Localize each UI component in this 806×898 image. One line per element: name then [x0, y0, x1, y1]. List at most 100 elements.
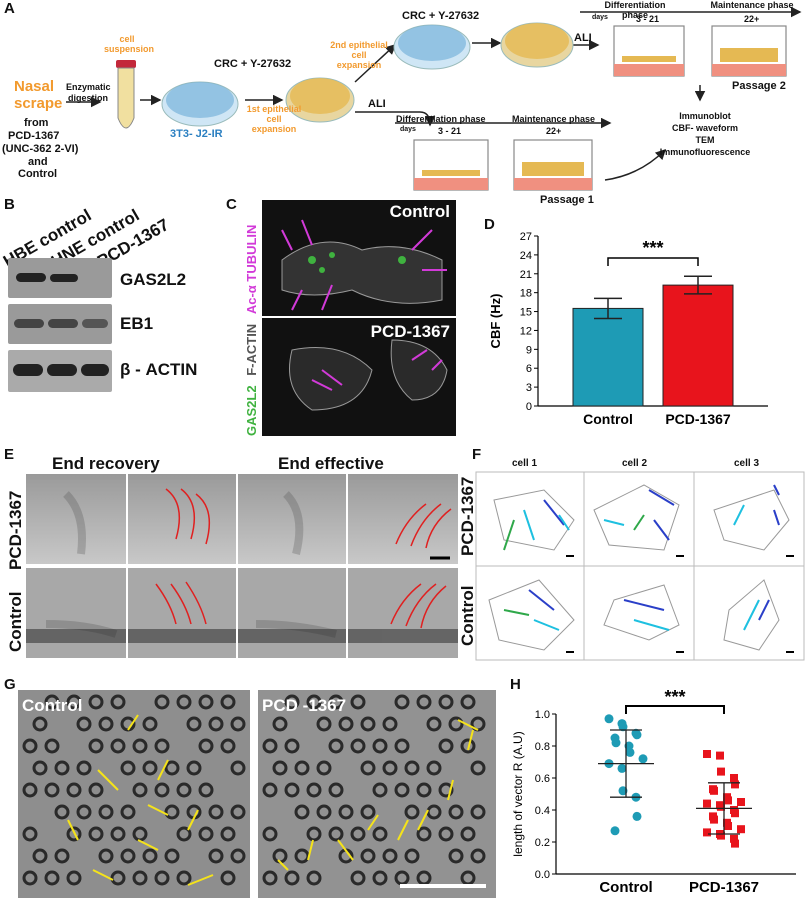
- axoneme: [98, 848, 114, 864]
- axoneme: [120, 848, 136, 864]
- axoneme: [394, 738, 410, 754]
- assay-item: Immunoblot: [679, 111, 731, 121]
- axoneme: [372, 738, 388, 754]
- stain-gas2l2: GAS2L2: [244, 385, 259, 436]
- axoneme: [294, 804, 310, 820]
- axoneme: [198, 782, 214, 798]
- data-point: [710, 786, 718, 795]
- y-axis-label: CBF (Hz): [488, 294, 503, 349]
- axoneme: [120, 760, 136, 776]
- axoneme: [230, 848, 246, 864]
- axoneme: [448, 804, 464, 820]
- axoneme: [54, 760, 70, 776]
- row-label-actin: β - ACTIN: [120, 360, 198, 379]
- axoneme: [76, 716, 92, 732]
- data-point: [730, 774, 738, 782]
- diff-phase-label-1: Differentiation phase: [396, 114, 486, 124]
- if-drawing: [262, 219, 456, 411]
- range-label-2: 3 - 21: [636, 14, 660, 24]
- axoneme: [328, 694, 344, 710]
- e-row-label-control: Control: [6, 591, 25, 652]
- axoneme: [208, 848, 224, 864]
- days-label-1: days: [400, 126, 416, 133]
- vector-r-scatter: 0.0 0.2 0.4 0.6 0.8 1.0 Control PCD-1367 *** leng…: [511, 687, 796, 896]
- axoneme: [316, 760, 332, 776]
- axoneme: [110, 826, 126, 842]
- row-label-eb1: EB1: [120, 314, 154, 333]
- and-label: and: [28, 156, 48, 168]
- panel-label-e: E: [4, 446, 15, 463]
- axoneme: [360, 760, 376, 776]
- axoneme: [66, 782, 82, 798]
- y-tick-label: 12: [520, 325, 532, 337]
- data-point: [632, 730, 642, 740]
- axoneme: [32, 716, 48, 732]
- axoneme: [164, 760, 180, 776]
- data-point: [724, 822, 732, 830]
- crc-label-1: CRC + Y-27632: [214, 58, 292, 70]
- panel-label-a: A: [4, 0, 15, 17]
- feeder-label: 3T3- J2-IR: [170, 128, 223, 140]
- axoneme: [132, 782, 148, 798]
- y-tick-label: 0.0: [535, 869, 550, 881]
- axoneme: [372, 870, 388, 886]
- axoneme: [262, 870, 278, 886]
- genotype-label: (UNC-362 2-VI): [2, 143, 79, 155]
- axoneme: [32, 760, 48, 776]
- axoneme: [284, 694, 300, 710]
- data-point: [638, 754, 648, 764]
- axoneme: [176, 826, 192, 842]
- axoneme: [360, 716, 376, 732]
- axoneme: [230, 760, 246, 776]
- tem-images: [18, 690, 496, 898]
- enzymatic-label: Enzymatic: [66, 82, 111, 92]
- data-point: [717, 802, 725, 811]
- range-label-1: 3 - 21: [438, 126, 462, 136]
- second-expansion-label: 2nd epithelial cell expansion: [330, 40, 388, 70]
- axoneme: [88, 738, 104, 754]
- assay-list: Immunoblot CBF- waveform TEM Immunofluor…: [650, 110, 760, 158]
- axoneme: [328, 826, 344, 842]
- axoneme: [328, 782, 344, 798]
- axoneme: [372, 826, 388, 842]
- y-axis-label: length of vector R (A.U): [511, 731, 525, 856]
- axoneme: [66, 826, 82, 842]
- maint-phase-label-1: Maintenance phase: [512, 114, 596, 124]
- panel-label-f: F: [472, 446, 482, 463]
- axoneme: [88, 826, 104, 842]
- f-col-cell2: cell 2: [622, 458, 648, 469]
- panel-label-g: G: [4, 676, 16, 693]
- data-point: [724, 796, 732, 805]
- axoneme: [316, 804, 332, 820]
- axoneme: [470, 760, 486, 776]
- data-point: [610, 826, 620, 836]
- end-effective-label: End effective: [278, 454, 384, 473]
- axoneme: [22, 870, 38, 886]
- data-point: [717, 831, 725, 840]
- axoneme: [360, 848, 376, 864]
- data-point: [611, 738, 621, 748]
- axoneme: [404, 848, 420, 864]
- axoneme: [142, 848, 158, 864]
- data-point: [717, 767, 725, 776]
- ali-label-2: ALI: [574, 32, 592, 44]
- axoneme: [294, 760, 310, 776]
- e-row-label-pcd: PCD-1367: [6, 490, 25, 570]
- significance-bracket: [607, 257, 699, 267]
- axoneme: [176, 782, 192, 798]
- axoneme: [350, 738, 366, 754]
- axoneme: [338, 716, 354, 732]
- bar: [662, 284, 734, 407]
- if-stain-legend: GAS2L2 F-ACTIN Ac-α TUBULIN: [244, 196, 259, 436]
- y-tick-label: 18: [520, 288, 532, 300]
- axoneme: [262, 782, 278, 798]
- y-tick-label: 21: [520, 269, 532, 281]
- axoneme: [382, 716, 398, 732]
- tem-pcd-label: PCD -1367: [262, 696, 347, 715]
- significance-label: ***: [664, 687, 685, 707]
- data-point: [710, 815, 718, 824]
- category-label: PCD-1367: [689, 879, 759, 896]
- passage-1-label: Passage 1: [540, 194, 594, 206]
- digestion-label: digestion: [68, 93, 108, 103]
- axoneme: [306, 782, 322, 798]
